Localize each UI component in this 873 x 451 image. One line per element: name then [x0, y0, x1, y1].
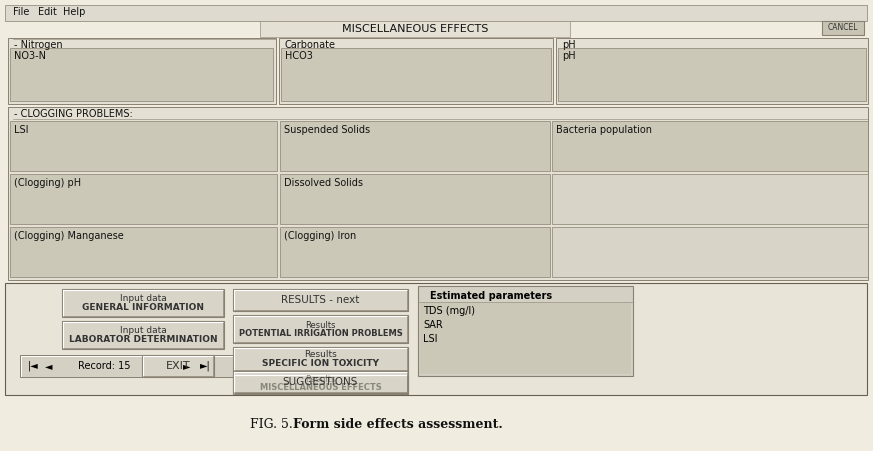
Bar [260, 21, 570, 37]
Text: pH: pH [562, 51, 575, 61]
Text: ►|: ►| [200, 361, 210, 371]
Bar [5, 5, 867, 393]
Text: Bacteria population: Bacteria population [556, 125, 652, 135]
Bar [10, 227, 277, 277]
Bar [5, 5, 867, 21]
Text: SUGGESTIONS: SUGGESTIONS [283, 377, 358, 387]
Bar [281, 48, 551, 101]
Text: File: File [13, 7, 30, 17]
Text: Edit: Edit [38, 7, 57, 17]
Bar [8, 107, 868, 280]
Bar [233, 315, 408, 343]
Text: LABORATOR DETERMINATION: LABORATOR DETERMINATION [69, 335, 217, 344]
Bar [10, 174, 277, 224]
Bar [62, 289, 224, 317]
Text: Input data: Input data [120, 294, 167, 303]
Text: SPECIFIC ION TOXICITY: SPECIFIC ION TOXICITY [262, 359, 379, 368]
Bar [10, 121, 277, 171]
Bar [233, 374, 408, 394]
Bar [10, 48, 273, 101]
Text: Help: Help [63, 7, 86, 17]
Text: Estimated parameters: Estimated parameters [430, 291, 552, 301]
Text: pH: pH [562, 40, 575, 50]
Bar [5, 283, 867, 395]
Bar [233, 289, 408, 311]
Text: Input data: Input data [120, 326, 167, 335]
Bar [233, 371, 408, 393]
Text: NO3-N: NO3-N [14, 51, 46, 61]
Text: LSI: LSI [14, 125, 29, 135]
Bar [552, 174, 868, 224]
Bar [20, 355, 258, 377]
Text: GENERAL INFORMATION: GENERAL INFORMATION [82, 303, 204, 312]
Text: MISCELLANEOUS EFFECTS: MISCELLANEOUS EFFECTS [342, 24, 488, 34]
Bar [280, 121, 550, 171]
Text: RESULTS - next: RESULTS - next [281, 295, 360, 305]
Bar [552, 227, 868, 277]
Text: CANCEL: CANCEL [828, 23, 858, 32]
Text: ◄: ◄ [45, 361, 52, 371]
Bar [280, 174, 550, 224]
Text: - CLOGGING PROBLEMS:: - CLOGGING PROBLEMS: [14, 109, 133, 119]
Bar [556, 38, 868, 104]
Text: Suspended Solids: Suspended Solids [284, 125, 370, 135]
Bar [418, 286, 633, 376]
Text: Carbonate: Carbonate [285, 40, 336, 50]
Text: LSI: LSI [423, 334, 437, 344]
Text: POTENTIAL IRRIGATION PROBLEMS: POTENTIAL IRRIGATION PROBLEMS [238, 328, 402, 337]
Bar [280, 227, 550, 277]
Text: HCO3: HCO3 [285, 51, 313, 61]
Bar [62, 321, 224, 349]
Bar [552, 121, 868, 171]
Text: TDS (mg/l): TDS (mg/l) [423, 306, 475, 316]
Text: - Nitrogen: - Nitrogen [14, 40, 63, 50]
Text: (Clogging) Manganese: (Clogging) Manganese [14, 231, 124, 241]
Text: Results: Results [306, 321, 336, 330]
Text: Dissolved Solids: Dissolved Solids [284, 178, 363, 188]
Bar [279, 38, 553, 104]
Text: Results: Results [304, 350, 337, 359]
Bar [8, 38, 276, 104]
Text: |◄: |◄ [28, 361, 38, 371]
Text: Form side effects assessment.: Form side effects assessment. [293, 418, 503, 431]
Bar [558, 48, 866, 101]
Text: (Clogging) Iron: (Clogging) Iron [284, 231, 356, 241]
Bar [233, 347, 408, 371]
Text: SAR: SAR [423, 320, 443, 330]
Text: EXIT: EXIT [166, 361, 190, 371]
Text: Results: Results [306, 376, 336, 385]
Text: Record: 15: Record: 15 [78, 361, 130, 371]
Text: MISCELLANEOUS EFFECTS: MISCELLANEOUS EFFECTS [259, 383, 382, 392]
Bar [142, 355, 214, 377]
Bar [822, 21, 864, 35]
Bar [420, 303, 631, 374]
Text: (Clogging) pH: (Clogging) pH [14, 178, 81, 188]
Text: ►: ► [183, 361, 190, 371]
Text: FIG. 5.: FIG. 5. [250, 418, 297, 431]
